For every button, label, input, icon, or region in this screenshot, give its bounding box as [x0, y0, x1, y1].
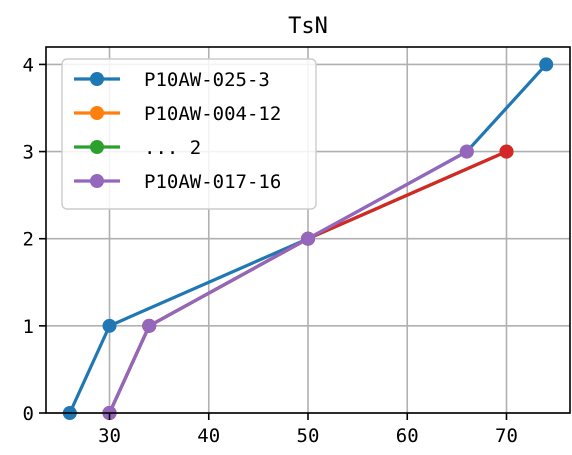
- legend-item: P10AW-017-16: [74, 171, 281, 193]
- axes: 30 40 50 60 70 0 1 2 3 4: [23, 46, 571, 447]
- y-tick-label: 1: [23, 316, 34, 338]
- series-line: [108, 150, 468, 414]
- data-point: [142, 318, 157, 333]
- data-point: [301, 231, 315, 246]
- legend-label: P10AW-017-16: [144, 171, 281, 193]
- x-tick-label: 30: [98, 425, 121, 447]
- legend-item: P10AW-025-3: [74, 69, 270, 91]
- x-tick-label: 40: [197, 425, 220, 447]
- legend-swatch-marker: [90, 72, 104, 86]
- x-tick-label: 50: [297, 425, 320, 447]
- legend-label: ... 2: [144, 137, 201, 159]
- legend-label: P10AW-025-3: [144, 69, 270, 91]
- y-tick-label: 4: [23, 54, 34, 76]
- legend-item: ... 2: [74, 137, 201, 159]
- legend-swatch-marker: [90, 106, 104, 120]
- x-tick-label: 70: [495, 425, 518, 447]
- data-point: [539, 57, 554, 72]
- x-tick-label: 60: [396, 425, 419, 447]
- data-point: [499, 144, 514, 159]
- legend-label: P10AW-004-12: [144, 103, 281, 125]
- legend-swatch-marker: [90, 174, 104, 188]
- y-tick-label: 0: [23, 403, 34, 425]
- legend-swatch-marker: [90, 140, 104, 154]
- data-point: [102, 318, 117, 333]
- data-point: [459, 144, 474, 159]
- chart-title: TsN: [288, 14, 328, 39]
- legend: P10AW-025-3 P10AW-004-12 ... 2 P10AW-017-16: [61, 58, 317, 210]
- y-tick-label: 2: [23, 229, 34, 251]
- y-tick-label: 3: [23, 142, 34, 164]
- legend-item: P10AW-004-12: [74, 103, 281, 125]
- legend-box: [61, 58, 317, 210]
